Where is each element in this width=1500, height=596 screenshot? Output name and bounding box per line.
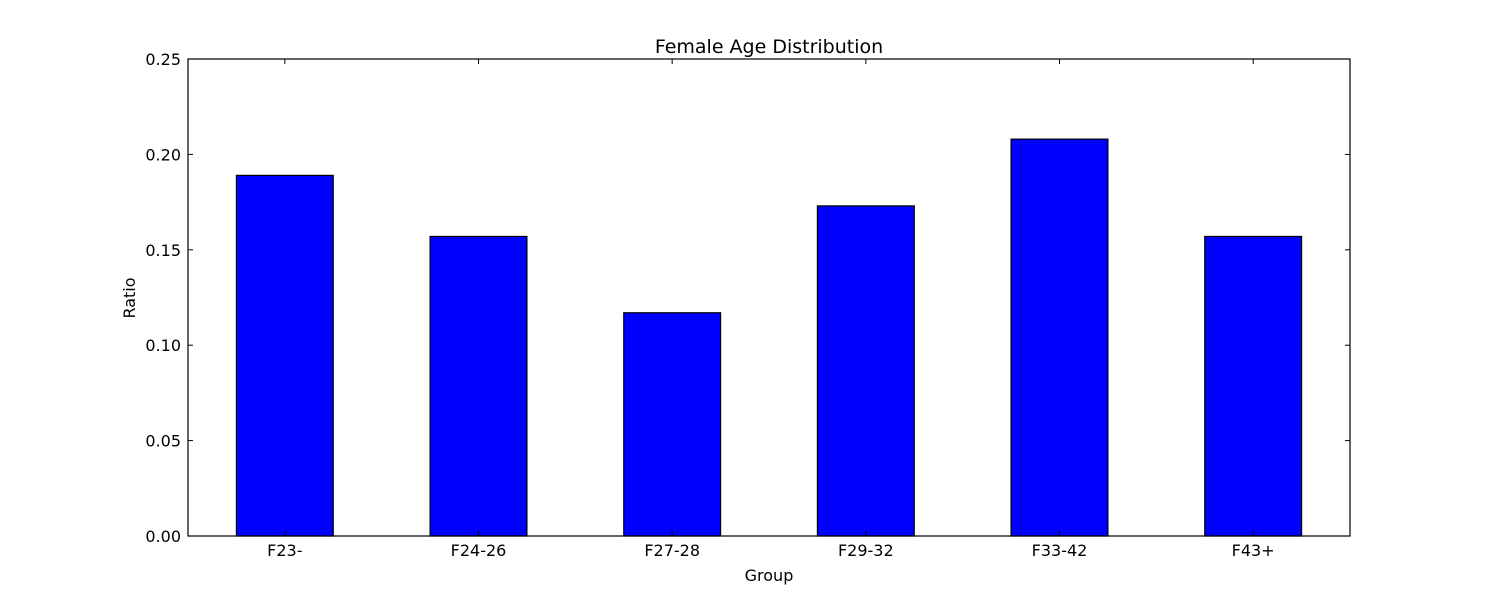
chart-title: Female Age Distribution: [655, 36, 883, 58]
bar-F24-26: [429, 235, 528, 537]
bar-F43+: [1204, 235, 1303, 537]
y-tick-label: 0.00: [145, 527, 181, 546]
y-tick-label: 0.20: [145, 145, 181, 164]
y-tick-label: 0.25: [145, 50, 181, 69]
tick-group: [188, 58, 1350, 537]
tick-label-group: F23- F24-26 F27-28 F29-32 F33-42 F43+ 0.00 0.05…: [145, 50, 1274, 560]
y-tick-label: 0.10: [145, 336, 181, 355]
plot-frame: [187, 58, 1351, 537]
x-tick-label: F24-26: [451, 541, 507, 560]
y-tick-label: 0.15: [145, 241, 181, 260]
bar-F27-28: [623, 312, 722, 537]
x-tick-label: F33-42: [1032, 541, 1088, 560]
bar-group: [235, 138, 1303, 537]
y-tick-label: 0.05: [145, 432, 181, 451]
bar-F23-: [235, 174, 334, 537]
x-tick-label: F23-: [267, 541, 302, 560]
bar-F29-32: [816, 205, 915, 537]
x-tick-label: F43+: [1232, 541, 1275, 560]
y-axis-label: Ratio: [120, 277, 139, 318]
x-tick-label: F27-28: [644, 541, 700, 560]
x-axis-label: Group: [745, 566, 794, 585]
x-tick-label: F29-32: [838, 541, 894, 560]
bar-F33-42: [1010, 138, 1109, 537]
